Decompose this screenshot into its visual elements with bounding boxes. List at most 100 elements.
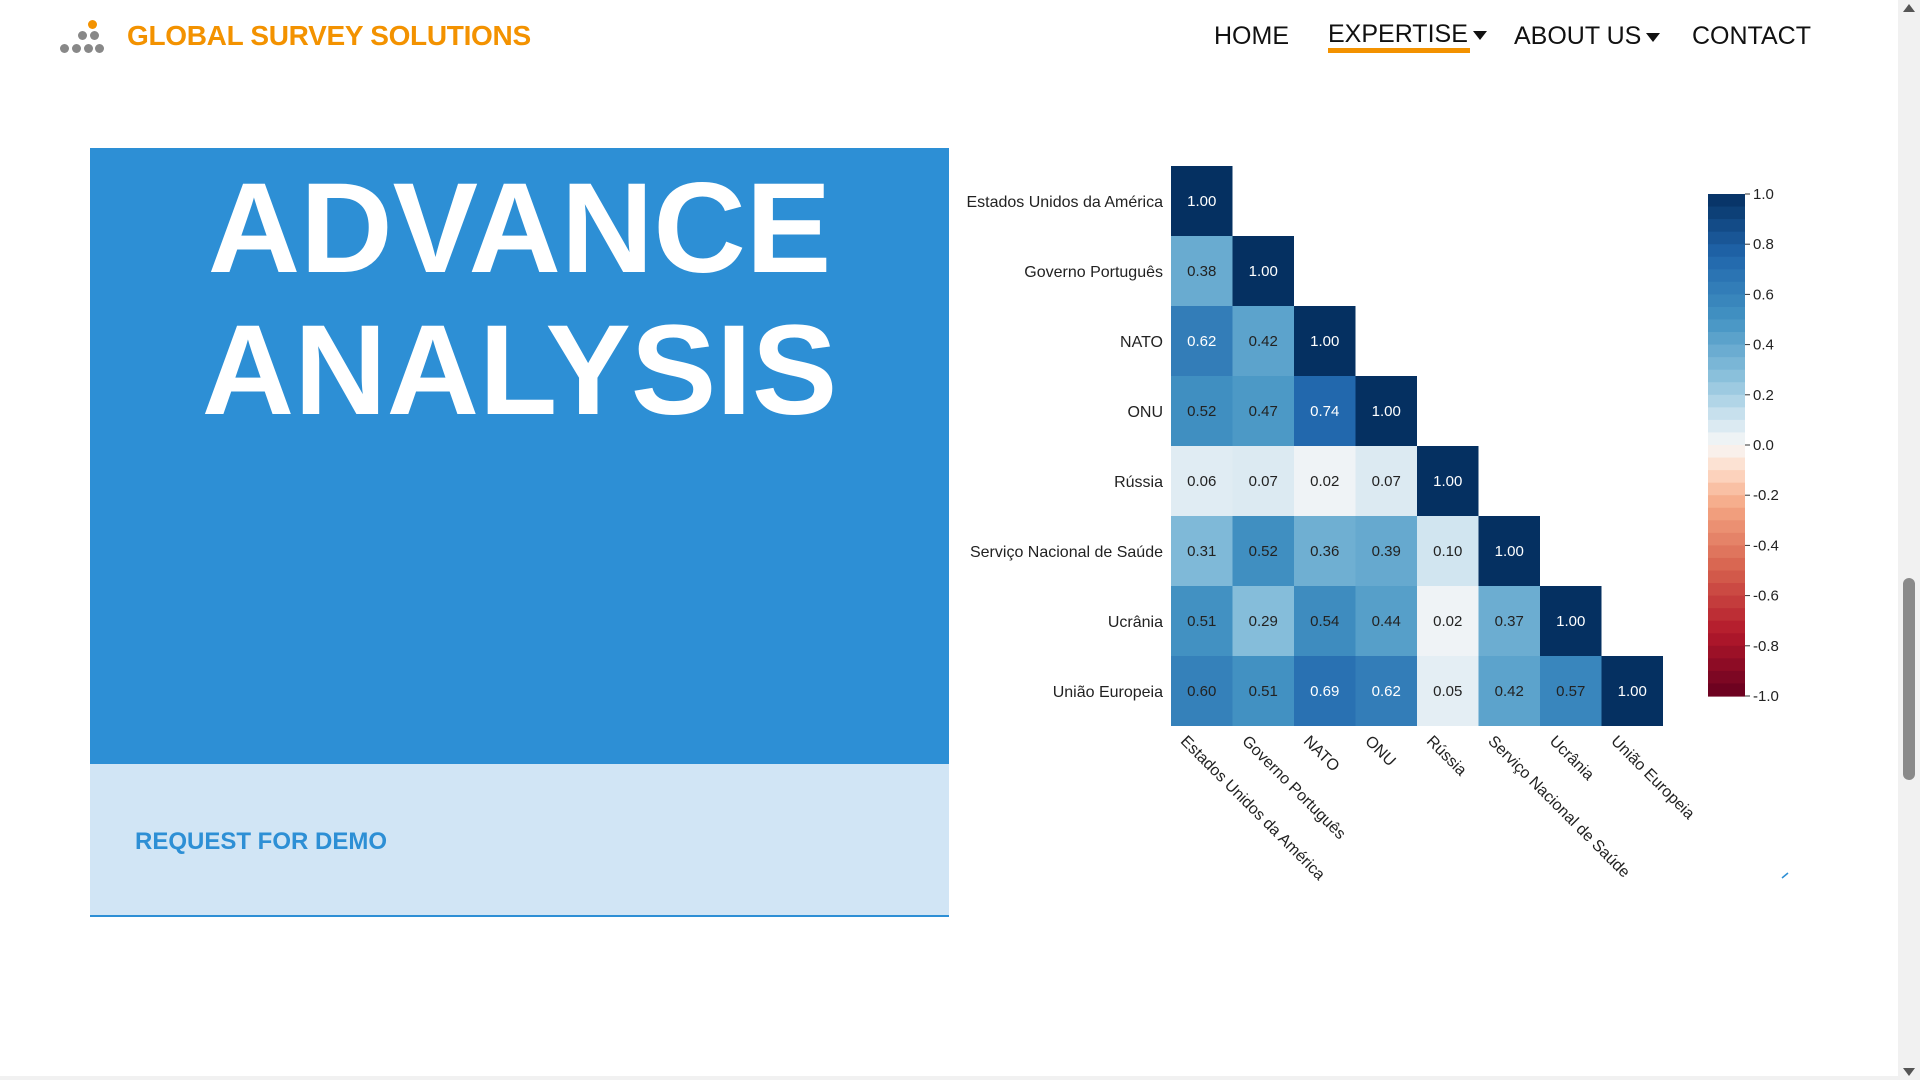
cell-value-label: 0.42	[1249, 333, 1278, 350]
colorbar-segment	[1708, 470, 1745, 484]
heatmap-cell	[1540, 656, 1602, 726]
heatmap-cell	[1232, 306, 1294, 376]
column-label: ONU	[1361, 733, 1398, 770]
colorbar-segment	[1708, 231, 1745, 245]
row-label: União Europeia	[1053, 684, 1163, 701]
colorbar-tick-label: -0.4	[1753, 537, 1779, 554]
brand-name[interactable]: GLOBAL SURVEY SOLUTIONS	[127, 20, 531, 51]
colorbar-segment	[1708, 256, 1745, 270]
heatmap-cell	[1294, 306, 1356, 376]
vertical-scrollbar[interactable]	[1898, 0, 1920, 1080]
colorbar-tick-label: 0.4	[1753, 337, 1774, 354]
colorbar-segment	[1708, 608, 1745, 622]
cell-value-label: 0.69	[1310, 683, 1339, 700]
colorbar-segment	[1708, 269, 1745, 283]
cell-value-label: 0.57	[1556, 683, 1585, 700]
heatmap-cell	[1171, 656, 1233, 726]
scroll-thumb[interactable]	[1903, 578, 1915, 780]
colorbar-tick-label: 1.0	[1753, 186, 1774, 203]
cell-value-label: 0.74	[1310, 403, 1339, 420]
heatmap-cell	[1232, 446, 1294, 516]
row-label: Governo Português	[1024, 264, 1163, 281]
colorbar-segment	[1708, 306, 1745, 321]
colorbar-segment	[1708, 445, 1745, 459]
colorbar-segment	[1708, 658, 1745, 672]
nav-home[interactable]: HOME	[1214, 22, 1289, 51]
column-label: Ucrânia	[1546, 733, 1597, 784]
colorbar-tick-label: -0.2	[1753, 487, 1779, 504]
cell-value-label: 0.51	[1187, 613, 1216, 630]
hero-title-line2: ANALYSIS	[201, 299, 838, 442]
logo-icon[interactable]	[58, 16, 104, 60]
heatmap-cell	[1171, 446, 1233, 516]
heatmap-cell	[1294, 656, 1356, 726]
colorbar-segment	[1708, 557, 1745, 572]
heatmap-cell	[1478, 516, 1540, 586]
heatmap-cell	[1171, 586, 1233, 656]
colorbar-segment	[1708, 394, 1745, 408]
colorbar-segment	[1708, 507, 1745, 521]
heatmap-cell	[1478, 586, 1540, 656]
chevron-down-icon	[1646, 32, 1661, 42]
heatmap-cell	[1171, 516, 1233, 586]
heatmap-cell	[1355, 446, 1417, 516]
colorbar-segment	[1708, 219, 1745, 233]
cell-value-label: 1.00	[1187, 193, 1216, 210]
heatmap-cell	[1355, 586, 1417, 656]
colorbar-segment	[1708, 620, 1745, 634]
colorbar-segment	[1708, 670, 1745, 685]
colorbar-segment	[1708, 495, 1745, 509]
heatmap-cell	[1417, 516, 1479, 586]
colorbar-tick-label: -0.6	[1753, 588, 1779, 605]
nav-expertise[interactable]: EXPERTISE	[1328, 20, 1487, 49]
nav-contact[interactable]: CONTACT	[1692, 22, 1811, 51]
scroll-down-icon[interactable]	[1903, 1068, 1915, 1076]
request-demo-link[interactable]: REQUEST FOR DEMO	[135, 828, 388, 855]
nav-about-us[interactable]: ABOUT US	[1514, 22, 1661, 51]
heatmap-cell	[1417, 446, 1479, 516]
nav-contact-label: CONTACT	[1692, 22, 1811, 50]
scroll-up-icon[interactable]	[1903, 4, 1915, 12]
cell-value-label: 0.02	[1433, 613, 1462, 630]
heatmap-cell	[1478, 656, 1540, 726]
hero-title: ADVANCE ANALYSIS	[90, 158, 949, 442]
heatmap-cell	[1232, 586, 1294, 656]
cell-value-label: 0.02	[1310, 473, 1339, 490]
colorbar-segment	[1708, 369, 1745, 383]
heatmap-cell	[1294, 586, 1356, 656]
colorbar-segment	[1708, 532, 1745, 546]
cell-value-label: 0.29	[1249, 613, 1278, 630]
colorbar-tick-label: 0.6	[1753, 286, 1774, 303]
colorbar-segment	[1708, 520, 1745, 534]
colorbar-segment	[1708, 281, 1745, 295]
cell-value-label: 1.00	[1249, 263, 1278, 280]
colorbar-tick-label: 0.0	[1753, 437, 1774, 454]
cell-value-label: 0.54	[1310, 613, 1339, 630]
heatmap-cell	[1232, 516, 1294, 586]
heatmap-cell	[1355, 656, 1417, 726]
column-label: Rússia	[1423, 733, 1470, 780]
cell-value-label: 0.62	[1187, 333, 1216, 350]
heatmap-cell	[1171, 236, 1233, 306]
colorbar-segment	[1708, 344, 1745, 358]
cell-value-label: 0.47	[1249, 403, 1278, 420]
colorbar-tick-label: -1.0	[1753, 688, 1779, 705]
colorbar-segment	[1708, 206, 1745, 220]
correlation-heatmap: 1.000.38 1.000.62 0.42 1.000.52 0.47 0.74 1.00…	[966, 166, 1789, 884]
heatmap-cell	[1417, 656, 1479, 726]
heatmap-cell	[1171, 166, 1233, 236]
row-label: ONU	[1127, 404, 1163, 421]
colorbar-segment	[1708, 595, 1745, 609]
colorbar-segment	[1708, 419, 1745, 434]
colorbar-segment	[1708, 319, 1745, 333]
colorbar-segment	[1708, 332, 1745, 346]
active-nav-indicator	[1328, 48, 1470, 53]
heatmap-cell	[1232, 376, 1294, 446]
colorbar-segment	[1708, 645, 1745, 659]
nav-about-label: ABOUT US	[1514, 22, 1642, 50]
heatmap-cell	[1540, 586, 1602, 656]
colorbar-segment	[1708, 683, 1745, 697]
cell-value-label: 0.52	[1187, 403, 1216, 420]
colorbar-segment	[1708, 570, 1745, 584]
nav-home-label: HOME	[1214, 22, 1289, 50]
